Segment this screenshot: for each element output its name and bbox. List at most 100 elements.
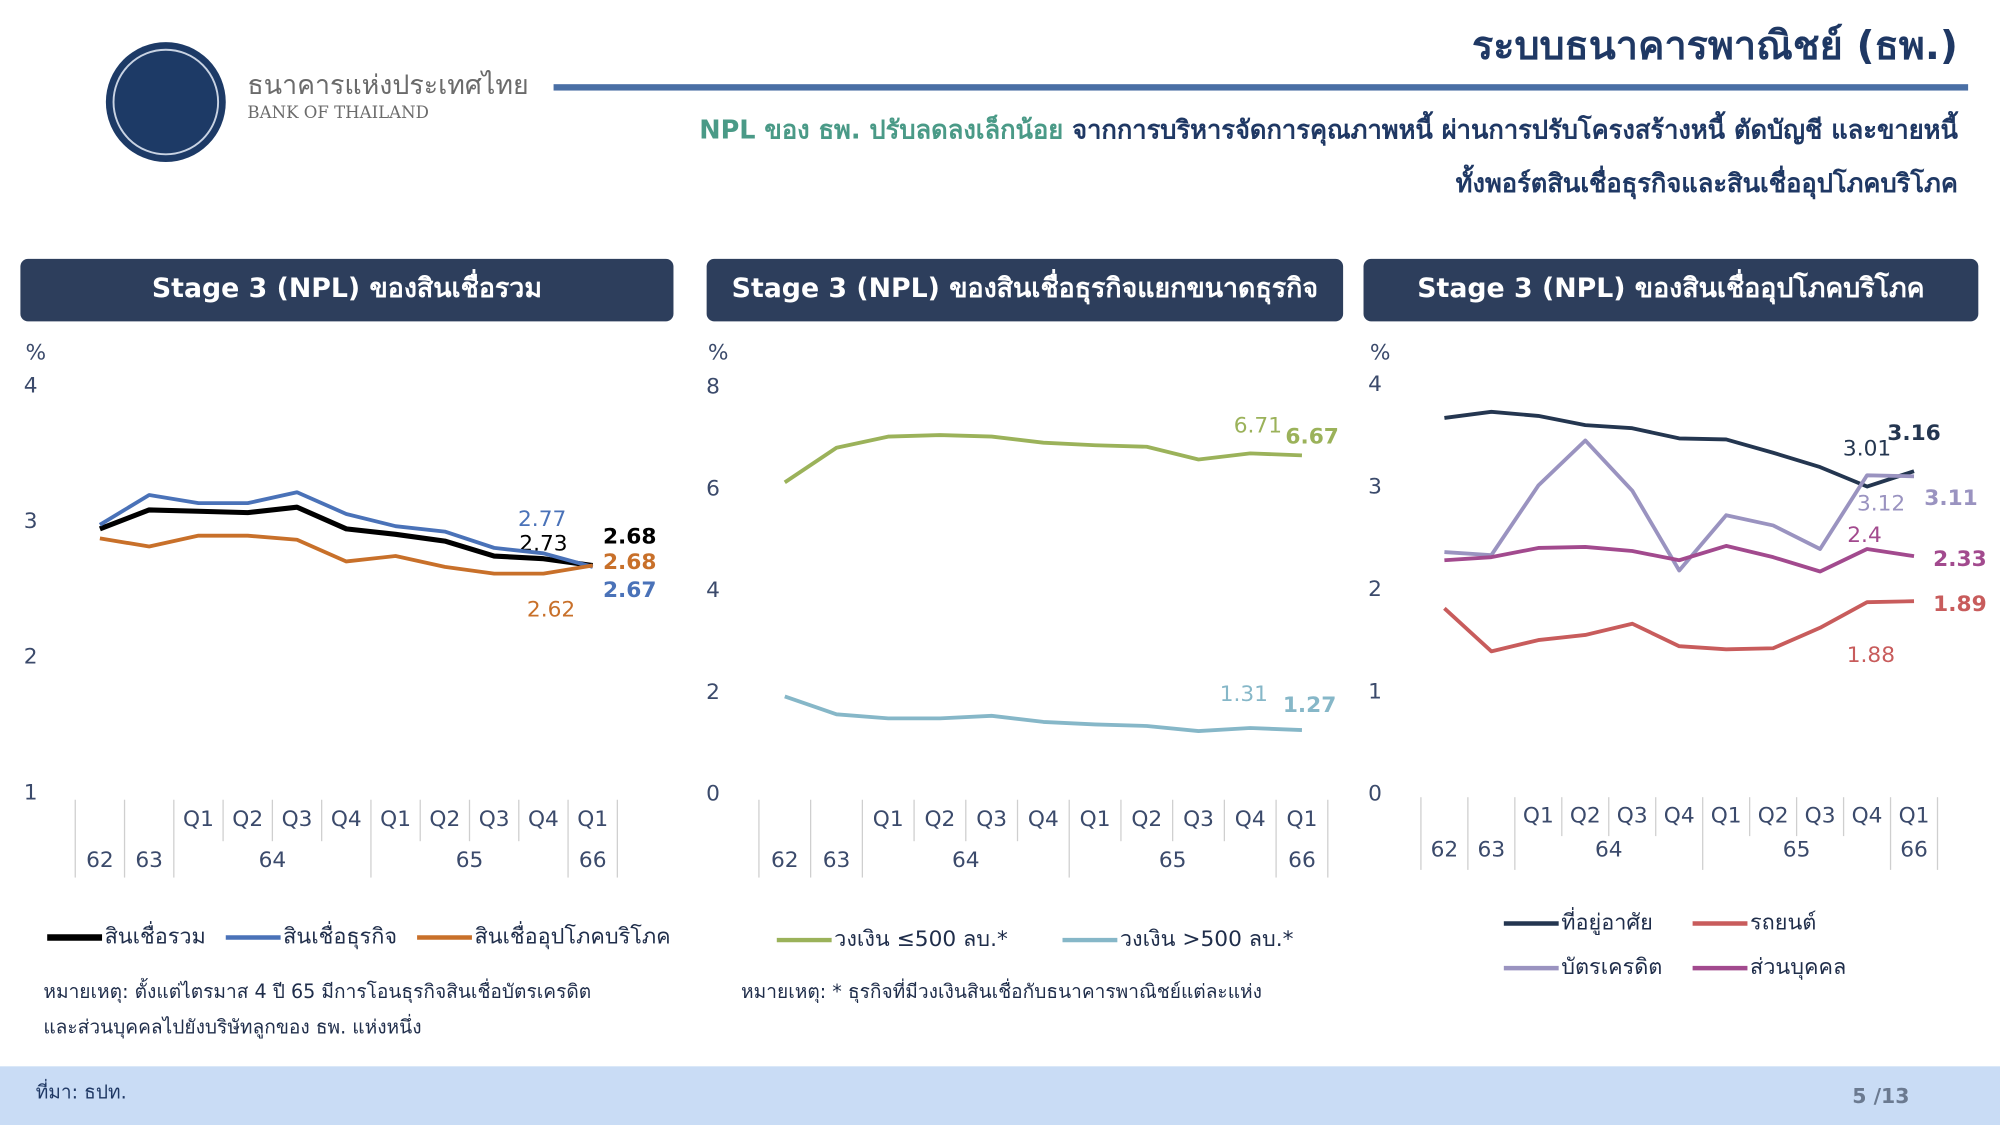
x-tick-label: Q3 [976,807,1007,832]
y-tick-label: 0 [1368,782,1382,807]
y-tick-label: 3 [24,509,38,534]
chart-note: และส่วนบุคคลไปยังบริษัทลูกของ ธพ. แห่งหน… [43,1014,421,1040]
x-tick-label: Q4 [1852,803,1883,828]
x-group-label: 63 [135,848,163,873]
data-label: 6.71 [1234,414,1282,439]
x-tick-label: Q2 [1131,807,1162,832]
chart-header [20,258,674,322]
chart-title: Stage 3 (NPL) ของสินเชื่อรวม [152,268,542,304]
x-group-label: 66 [1900,838,1928,863]
x-tick-label: Q2 [429,807,460,832]
x-tick-label: Q3 [1183,807,1214,832]
series-line [98,504,594,569]
x-group-label: 63 [823,848,851,873]
x-tick-label: Q2 [232,807,263,832]
x-tick-label: Q4 [1028,807,1059,832]
data-label: 2.68 [603,524,656,549]
data-label: 3.12 [1857,492,1905,517]
subtitle-highlight: NPL ของ ธพ. ปรับลดลงเล็กน้อย [699,114,1063,145]
footer-band [0,1066,2000,1125]
chart-title: Stage 3 (NPL) ของสินเชื่ออุปโภคบริโภค [1417,268,1924,305]
legend-label: ส่วนบุคคล [1750,955,1846,980]
slide-title: ระบบธนาคารพาณิชย์ (ธพ.) [1472,23,1958,69]
data-label: 3.11 [1924,486,1977,511]
data-label: 2.67 [603,578,656,603]
x-group-label: 62 [86,848,114,873]
x-tick-label: Q4 [1235,807,1266,832]
x-group-label: 62 [1431,838,1459,863]
page-number: 5 /13 [1852,1084,1909,1108]
x-tick-label: Q3 [1805,803,1836,828]
chart-header [1363,258,1979,322]
chart-note: หมายเหตุ: ตั้งแต่ไตรมาส 4 ปี 65 มีการโอน… [43,978,591,1004]
y-tick-label: 1 [1368,679,1382,704]
x-group-label: 65 [1159,848,1187,873]
series-line [1444,543,1915,574]
data-label: 2.77 [518,507,566,532]
series-line [98,490,594,569]
y-tick-label: 2 [1368,577,1382,602]
data-label: 1.88 [1847,643,1895,668]
x-tick-label: Q1 [183,807,214,832]
x-tick-label: Q3 [282,807,313,832]
x-tick-label: Q4 [528,807,559,832]
x-tick-label: Q2 [1758,803,1789,828]
series-line [1444,438,1915,573]
x-tick-label: Q4 [331,807,362,832]
y-tick-label: 4 [24,373,38,398]
y-tick-label: 2 [706,680,720,705]
legend-label: บัตรเครดิต [1561,955,1662,980]
data-label: 6.67 [1285,425,1338,450]
logo-emblem [105,42,226,162]
logo-name-en: BANK OF THAILAND [247,103,428,122]
x-tick-label: Q1 [380,807,411,832]
x-tick-label: Q1 [1523,803,1554,828]
y-tick-label: 3 [1368,475,1382,500]
x-tick-label: Q1 [577,807,608,832]
x-tick-label: Q3 [1617,803,1648,828]
subtitle-rest: จากการบริหารจัดการคุณภาพหนี้ ผ่านการปรับ… [1063,110,1959,146]
data-label: 3.01 [1843,437,1891,462]
data-label: 2.68 [603,550,656,575]
x-tick-label: Q2 [925,807,956,832]
subtitle: NPL ของ ธพ. ปรับลดลงเล็กน้อย จากการบริหา… [699,110,1959,146]
x-tick-label: Q4 [1664,803,1695,828]
header-rule [553,84,1969,91]
x-tick-label: Q3 [479,807,510,832]
data-label: 1.31 [1220,682,1268,707]
chart-title: Stage 3 (NPL) ของสินเชื่อธุรกิจแยกขนาดธุ… [732,268,1318,305]
legend-label: รถยนต์ [1750,910,1816,935]
legend-label: สินเชื่อธุรกิจ [283,922,397,950]
data-label: 2.33 [1933,547,1986,572]
data-label: 2.4 [1847,523,1881,548]
legend-label: วงเงิน >500 ลบ.* [1120,927,1294,952]
series-line [784,694,1303,733]
x-tick-label: Q1 [1080,807,1111,832]
legend-label: วงเงิน ≤500 ลบ.* [834,927,1008,952]
x-tick-label: Q1 [1287,807,1318,832]
y-tick-label: 8 [706,375,720,400]
x-group-label: 64 [952,848,980,873]
y-unit: % [26,340,47,365]
legend-label: สินเชื่ออุปโภคบริโภค [474,922,670,950]
logo-name-th: ธนาคารแห่งประเทศไทย [247,70,528,101]
y-tick-label: 4 [706,578,720,603]
x-group-label: 62 [771,848,799,873]
x-group-label: 66 [1288,848,1316,873]
series-line [1444,409,1915,489]
y-unit: % [708,340,729,365]
footer-source: ที่มา: ธปท. [36,1079,127,1104]
x-group-label: 64 [1595,838,1623,863]
y-tick-label: 0 [706,782,720,807]
x-group-label: 65 [1783,838,1811,863]
x-tick-label: Q1 [873,807,904,832]
y-tick-label: 2 [24,645,38,670]
data-label: 2.62 [527,598,575,623]
chart-header [706,258,1344,322]
legend-label: สินเชื่อรวม [105,922,206,950]
y-tick-label: 4 [1368,372,1382,397]
x-group-label: 63 [1478,838,1506,863]
logo-ring [112,48,220,156]
